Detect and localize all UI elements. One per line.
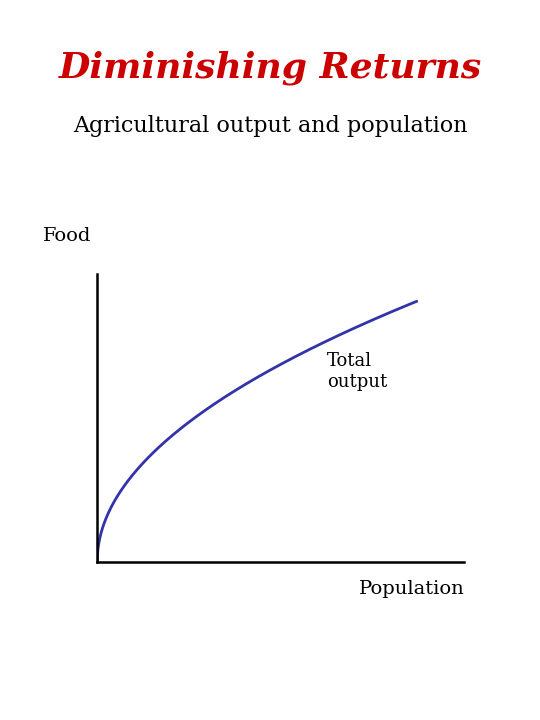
Text: Diminishing Returns: Diminishing Returns <box>58 50 482 85</box>
Text: Agricultural output and population: Agricultural output and population <box>73 115 467 138</box>
Text: Population: Population <box>359 580 464 598</box>
Text: Total
output: Total output <box>327 352 387 390</box>
Text: Food: Food <box>43 227 92 245</box>
